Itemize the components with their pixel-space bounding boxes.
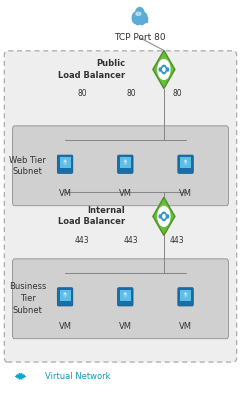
Bar bbox=[120, 290, 131, 301]
Polygon shape bbox=[65, 161, 67, 165]
FancyBboxPatch shape bbox=[178, 288, 193, 306]
Text: Business
Tier
Subnet: Business Tier Subnet bbox=[9, 282, 47, 315]
Circle shape bbox=[135, 8, 144, 23]
Polygon shape bbox=[124, 161, 125, 165]
Bar bbox=[61, 304, 69, 305]
Polygon shape bbox=[184, 294, 186, 297]
Text: Web Tier
Subnet: Web Tier Subnet bbox=[9, 156, 46, 176]
Text: VM: VM bbox=[119, 322, 132, 331]
Polygon shape bbox=[63, 294, 65, 297]
Polygon shape bbox=[184, 292, 187, 295]
Circle shape bbox=[138, 13, 145, 25]
Polygon shape bbox=[124, 294, 125, 297]
Circle shape bbox=[158, 60, 170, 79]
Circle shape bbox=[20, 375, 21, 378]
Text: Public
Load Balancer: Public Load Balancer bbox=[58, 60, 125, 79]
Circle shape bbox=[167, 215, 168, 218]
Polygon shape bbox=[125, 294, 127, 297]
Bar bbox=[124, 303, 127, 304]
Polygon shape bbox=[65, 294, 67, 297]
Circle shape bbox=[161, 212, 166, 220]
Circle shape bbox=[163, 215, 165, 218]
Text: 443: 443 bbox=[75, 236, 89, 245]
Circle shape bbox=[158, 206, 170, 226]
Polygon shape bbox=[186, 294, 187, 297]
FancyBboxPatch shape bbox=[57, 288, 73, 306]
Text: VM: VM bbox=[59, 189, 72, 198]
Text: VM: VM bbox=[59, 322, 72, 331]
Polygon shape bbox=[125, 161, 127, 165]
Text: VM: VM bbox=[179, 322, 192, 331]
FancyBboxPatch shape bbox=[118, 155, 133, 173]
Polygon shape bbox=[124, 292, 127, 295]
Bar bbox=[184, 170, 187, 172]
FancyBboxPatch shape bbox=[178, 155, 193, 173]
Text: 80: 80 bbox=[172, 89, 182, 98]
Circle shape bbox=[163, 68, 165, 71]
Text: 80: 80 bbox=[127, 89, 136, 98]
Polygon shape bbox=[63, 161, 65, 165]
Text: 443: 443 bbox=[124, 236, 139, 245]
Bar bbox=[61, 172, 69, 173]
Circle shape bbox=[141, 13, 147, 23]
Polygon shape bbox=[184, 161, 186, 165]
Circle shape bbox=[134, 13, 141, 25]
FancyBboxPatch shape bbox=[118, 288, 133, 306]
Bar bbox=[182, 172, 189, 173]
Circle shape bbox=[167, 68, 168, 71]
Polygon shape bbox=[186, 161, 187, 165]
Bar bbox=[184, 303, 187, 304]
Bar bbox=[180, 290, 191, 301]
Polygon shape bbox=[153, 197, 175, 235]
Polygon shape bbox=[184, 160, 187, 163]
Bar bbox=[64, 170, 66, 172]
Bar bbox=[124, 170, 127, 172]
Polygon shape bbox=[63, 160, 67, 163]
Bar bbox=[60, 290, 71, 301]
Circle shape bbox=[159, 68, 161, 71]
Bar bbox=[121, 172, 129, 173]
Text: TCP Port 80: TCP Port 80 bbox=[114, 33, 166, 42]
Text: Internal
Load Balancer: Internal Load Balancer bbox=[58, 206, 125, 226]
Polygon shape bbox=[63, 292, 67, 295]
Bar bbox=[121, 304, 129, 305]
Polygon shape bbox=[124, 160, 127, 163]
Circle shape bbox=[17, 375, 19, 378]
Circle shape bbox=[22, 375, 24, 378]
FancyBboxPatch shape bbox=[4, 51, 237, 362]
FancyBboxPatch shape bbox=[57, 155, 73, 173]
Text: 443: 443 bbox=[170, 236, 184, 245]
Bar bbox=[64, 303, 66, 304]
Circle shape bbox=[132, 12, 139, 23]
FancyBboxPatch shape bbox=[13, 259, 228, 339]
Text: VM: VM bbox=[179, 189, 192, 198]
Text: Virtual Network: Virtual Network bbox=[45, 372, 110, 381]
Text: VM: VM bbox=[119, 189, 132, 198]
Circle shape bbox=[159, 215, 161, 218]
Circle shape bbox=[161, 66, 166, 73]
Ellipse shape bbox=[136, 12, 141, 15]
Bar bbox=[180, 157, 191, 168]
Bar bbox=[133, 17, 147, 22]
Bar bbox=[120, 157, 131, 168]
Polygon shape bbox=[153, 50, 175, 89]
Bar bbox=[60, 157, 71, 168]
Bar bbox=[182, 304, 189, 305]
FancyBboxPatch shape bbox=[13, 126, 228, 206]
Text: 80: 80 bbox=[77, 89, 87, 98]
